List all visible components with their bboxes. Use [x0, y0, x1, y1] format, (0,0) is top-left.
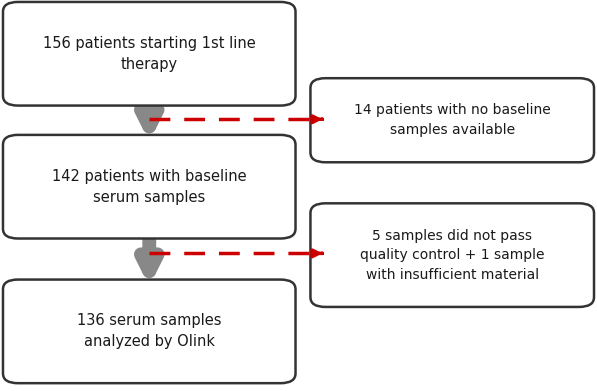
- FancyBboxPatch shape: [310, 78, 594, 162]
- FancyBboxPatch shape: [3, 2, 296, 106]
- FancyBboxPatch shape: [3, 135, 296, 239]
- Text: 142 patients with baseline
serum samples: 142 patients with baseline serum samples: [52, 169, 247, 205]
- FancyBboxPatch shape: [3, 280, 296, 383]
- Text: 14 patients with no baseline
samples available: 14 patients with no baseline samples ava…: [354, 104, 550, 137]
- Text: 156 patients starting 1st line
therapy: 156 patients starting 1st line therapy: [43, 36, 256, 72]
- FancyBboxPatch shape: [310, 203, 594, 307]
- Text: 136 serum samples
analyzed by Olink: 136 serum samples analyzed by Olink: [77, 313, 221, 350]
- Text: 5 samples did not pass
quality control + 1 sample
with insufficient material: 5 samples did not pass quality control +…: [360, 229, 544, 282]
